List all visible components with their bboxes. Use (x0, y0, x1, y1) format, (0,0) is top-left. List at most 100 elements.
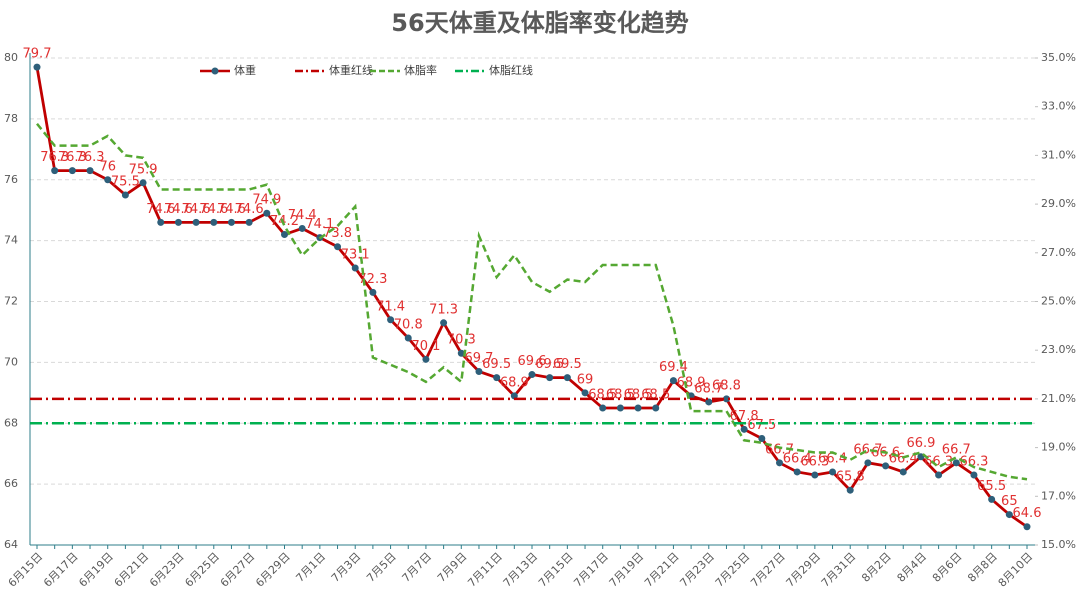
weight-marker (104, 176, 112, 184)
weight-marker (404, 334, 412, 342)
y-tick-label: 72 (4, 295, 18, 308)
weight-marker (882, 462, 890, 470)
weight-marker (669, 377, 677, 385)
x-tick-label: 7月31日 (819, 550, 859, 590)
y2-tick-label: 33.0% (1041, 100, 1076, 113)
data-label: 76.3 (76, 150, 105, 165)
x-tick-label: 6月17日 (41, 550, 81, 590)
x-tick-label: 8月10日 (996, 550, 1036, 590)
weight-marker (334, 243, 342, 251)
data-label: 66.4 (818, 451, 847, 466)
data-label: 67.5 (747, 418, 776, 433)
y2-tick-label: 29.0% (1041, 197, 1076, 210)
data-label: 66.9 (906, 436, 935, 451)
x-tick-label: 8月4日 (895, 550, 930, 585)
weight-marker (740, 425, 748, 433)
weight-marker (652, 404, 660, 412)
y2-tick-label: 23.0% (1041, 343, 1076, 356)
data-label: 76.3 (58, 150, 87, 165)
chart-title: 56天体重及体脂率变化趋势 (391, 9, 688, 37)
data-label: 69 (577, 372, 594, 387)
weight-marker (68, 167, 76, 175)
weight-marker (616, 404, 624, 412)
legend-marker (211, 67, 219, 75)
data-label: 74.6 (164, 202, 193, 217)
data-label: 66.7 (765, 442, 794, 457)
x-tick-label: 7月13日 (501, 550, 541, 590)
x-tick-label: 7月23日 (677, 550, 717, 590)
y-tick-label: 74 (4, 234, 18, 247)
weight-marker (51, 167, 59, 175)
y2-tick-label: 17.0% (1041, 489, 1076, 502)
x-tick-label: 7月25日 (713, 550, 753, 590)
x-tick-label: 6月21日 (112, 550, 152, 590)
x-tick-label: 8月6日 (930, 550, 965, 585)
weight-marker (988, 495, 996, 503)
y-tick-label: 70 (4, 355, 18, 368)
data-label: 65 (1001, 494, 1018, 509)
x-tick-label: 7月27日 (748, 550, 788, 590)
weight-marker (475, 368, 483, 376)
x-tick-label: 6月25日 (182, 550, 222, 590)
data-label: 70.3 (447, 333, 476, 348)
x-tick-label: 7月3日 (329, 550, 364, 585)
data-label: 73.8 (323, 226, 352, 241)
x-tick-label: 6月15日 (6, 550, 46, 590)
weight-marker (528, 371, 536, 379)
x-tick-label: 7月19日 (607, 550, 647, 590)
data-label: 73.1 (341, 248, 370, 263)
weight-marker (440, 319, 448, 327)
data-label: 74.4 (288, 208, 317, 223)
weight-marker (722, 395, 730, 403)
weight-marker (422, 355, 430, 363)
weight-marker (263, 209, 271, 217)
data-label: 68.7 (694, 381, 723, 396)
data-label: 74.6 (199, 202, 228, 217)
weight-marker (121, 191, 129, 199)
weight-marker (599, 404, 607, 412)
data-label: 69.7 (464, 351, 493, 366)
weight-marker (758, 434, 766, 442)
data-label: 71.4 (376, 299, 405, 314)
weight-marker (387, 316, 395, 324)
weight-marker (829, 468, 837, 476)
weight-marker (634, 404, 642, 412)
weight-marker (298, 224, 306, 232)
y2-tick-label: 31.0% (1041, 148, 1076, 161)
weight-marker (811, 471, 819, 479)
x-tick-label: 7月17日 (571, 550, 611, 590)
x-tick-label: 7月9日 (435, 550, 470, 585)
x-tick-label: 7月11日 (465, 550, 505, 590)
data-label: 69.5 (553, 357, 582, 372)
weight-marker (281, 231, 288, 239)
data-label: 74.1 (305, 217, 334, 232)
weight-marker (1005, 511, 1013, 519)
legend-label: 体重红线 (329, 63, 373, 77)
weight-marker (510, 392, 518, 400)
weight-marker (776, 459, 783, 467)
legend-label: 体脂红线 (489, 63, 533, 77)
data-label: 65.5 (977, 479, 1006, 494)
weight-marker (174, 218, 182, 226)
y2-tick-label: 27.0% (1041, 246, 1076, 259)
data-label: 66.3 (959, 454, 988, 469)
data-label: 70.8 (394, 318, 423, 333)
x-tick-label: 7月21日 (642, 550, 682, 590)
data-label: 68.5 (641, 388, 670, 403)
x-tick-label: 7月15日 (536, 550, 576, 590)
weight-marker (139, 179, 147, 187)
weight-marker (935, 471, 943, 479)
x-tick-label: 7月5日 (364, 550, 399, 585)
weight-marker (864, 459, 872, 467)
weight-marker (86, 167, 94, 175)
legend-label: 体重 (234, 63, 256, 77)
data-label: 64.6 (1013, 506, 1042, 521)
weight-marker (899, 468, 907, 476)
data-label: 79.7 (23, 47, 52, 62)
weight-marker (1023, 523, 1031, 531)
data-label: 74.6 (217, 202, 246, 217)
y-tick-label: 78 (4, 112, 18, 125)
x-tick-label: 8月8日 (965, 550, 1000, 585)
weight-marker (970, 471, 978, 479)
weight-marker (493, 374, 501, 382)
